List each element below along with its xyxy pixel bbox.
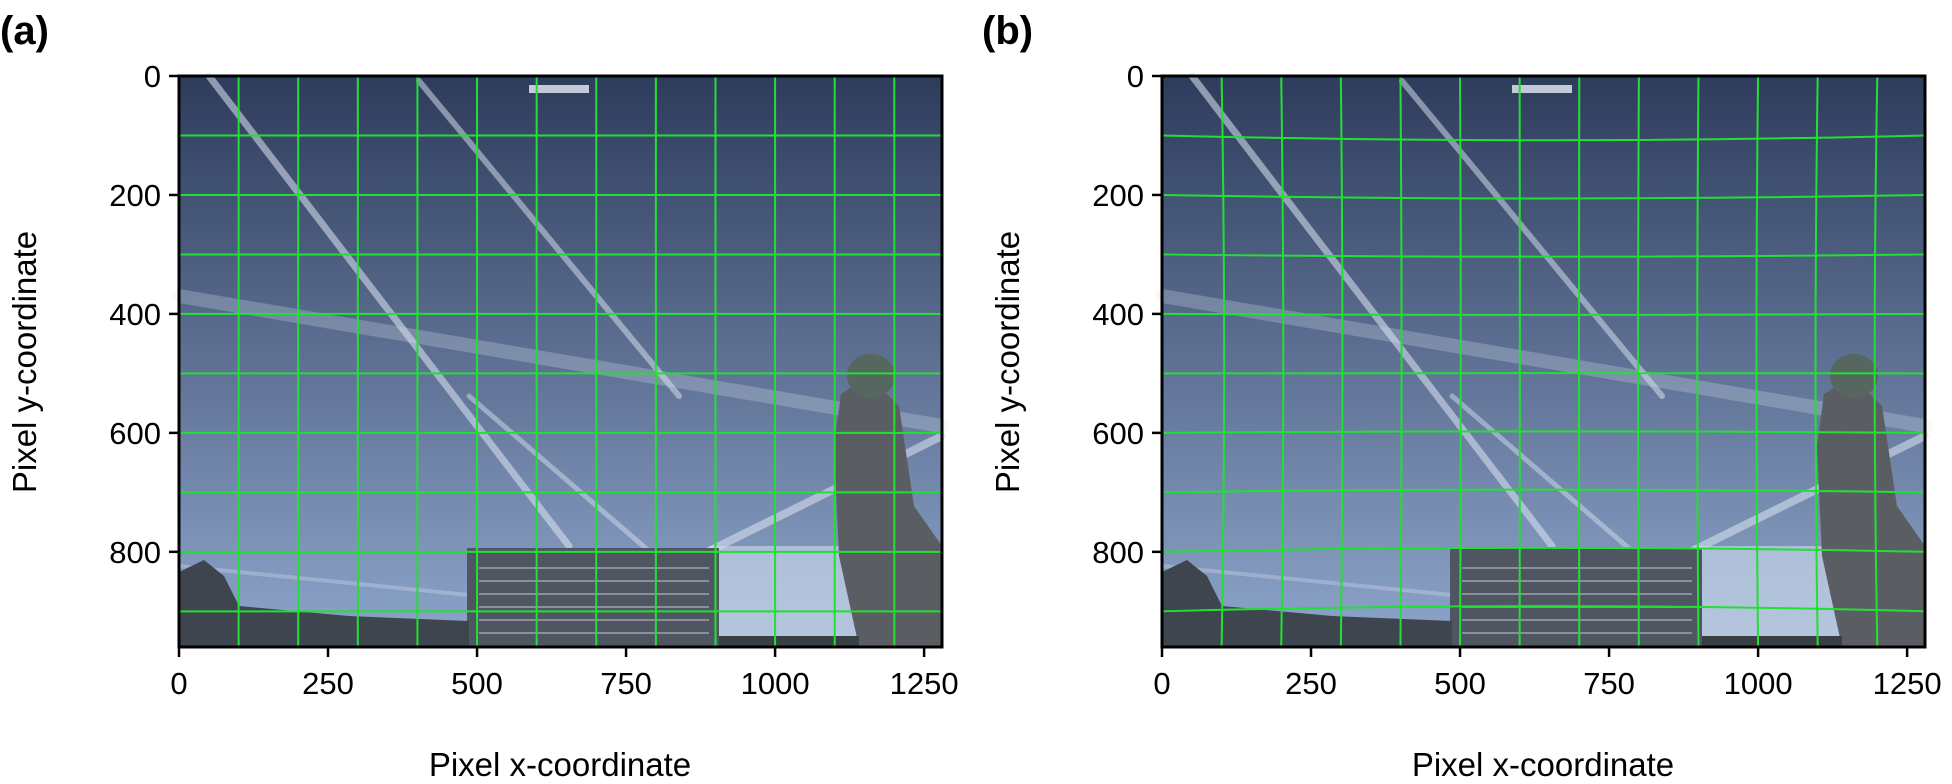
contrail (416, 78, 682, 399)
x-axis-title-a: Pixel x-coordinate (429, 746, 691, 783)
grid-line-horizontal (1161, 253, 1926, 258)
photo-b (1155, 72, 1932, 647)
tower (834, 376, 942, 647)
plot-frame-a (177, 74, 944, 649)
street (1702, 636, 1842, 647)
panel-label-a: (a) (0, 9, 49, 53)
panel-a: (a) 0 250 500 750 1000 1250 0 200 400 600 800 Pix… (0, 9, 959, 783)
grid-line-vertical (1459, 75, 1462, 648)
plot-frame-b (1160, 74, 1927, 649)
tower (1817, 376, 1925, 647)
grid-line-horizontal (1161, 134, 1926, 142)
y-tick-label: 200 (1092, 178, 1144, 213)
y-ticks-b: 0 200 400 600 800 (1092, 59, 1162, 570)
x-tick-label: 750 (600, 666, 652, 701)
office-building (1450, 548, 1702, 647)
grid-line-vertical (1873, 75, 1879, 648)
grid-line-horizontal (1161, 193, 1926, 200)
green-grid-overlay-a (179, 76, 942, 647)
photo-a (172, 72, 949, 647)
x-tick-label: 1000 (741, 666, 810, 701)
grid-line-vertical (1814, 75, 1819, 648)
x-ticks-b: 0 250 500 750 1000 1250 (1153, 647, 1942, 701)
y-tick-label: 800 (109, 535, 161, 570)
x-ticks-a: 0 250 500 750 1000 1250 (170, 647, 959, 701)
green-grid-overlay-b (1161, 75, 1926, 648)
grid-line-vertical (1637, 75, 1640, 648)
street (719, 636, 859, 647)
tower-dome (1830, 354, 1878, 398)
x-tick-label: 250 (1285, 666, 1337, 701)
contrail (205, 72, 573, 550)
bright-sky (709, 546, 859, 641)
rooftops (1162, 560, 1452, 647)
timestamp-strip (1512, 85, 1572, 93)
y-tick-label: 400 (109, 297, 161, 332)
grid-line-vertical (1220, 75, 1226, 648)
contrail (177, 564, 481, 598)
y-tick-label: 400 (1092, 297, 1144, 332)
grid-line-vertical (1339, 75, 1344, 648)
grid-line-vertical (1280, 75, 1285, 648)
y-axis-title-a: Pixel y-coordinate (6, 231, 43, 493)
x-tick-label: 1250 (1873, 666, 1942, 701)
grid-line-horizontal (1161, 605, 1926, 613)
y-axis-title-b: Pixel y-coordinate (989, 231, 1026, 493)
y-tick-label: 0 (144, 59, 161, 94)
panel-label-b: (b) (982, 9, 1033, 53)
x-tick-label: 1000 (1724, 666, 1793, 701)
office-building (467, 548, 719, 647)
contrail (172, 289, 949, 433)
grid-line-horizontal (1161, 546, 1926, 553)
contrail (1160, 564, 1464, 598)
tower-dome (847, 354, 895, 398)
contrail (1449, 393, 1635, 554)
rooftops (179, 560, 469, 647)
y-tick-label: 200 (109, 178, 161, 213)
y-ticks-a: 0 200 400 600 800 (109, 59, 179, 570)
grid-line-horizontal (1161, 430, 1926, 434)
grid-line-vertical (1696, 75, 1700, 648)
contrail (1399, 78, 1665, 399)
timestamp-strip (529, 85, 589, 93)
x-tick-label: 500 (1434, 666, 1486, 701)
x-tick-label: 750 (1583, 666, 1635, 701)
grid-line-vertical (1755, 75, 1760, 648)
x-tick-label: 0 (170, 666, 187, 701)
grid-line-horizontal (1161, 488, 1926, 494)
grid-line-horizontal (1161, 312, 1926, 316)
panel-b: (b) 0 250 500 750 1000 1250 0 200 400 600 800 Pix… (982, 9, 1942, 783)
y-tick-label: 800 (1092, 535, 1144, 570)
contrail (466, 393, 652, 554)
x-tick-label: 0 (1153, 666, 1170, 701)
contrail (1155, 289, 1932, 433)
bright-sky (1692, 546, 1842, 641)
contrail (1188, 72, 1556, 550)
x-tick-label: 250 (302, 666, 354, 701)
y-tick-label: 0 (1127, 59, 1144, 94)
x-tick-label: 1250 (890, 666, 959, 701)
y-tick-label: 600 (1092, 416, 1144, 451)
x-tick-label: 500 (451, 666, 503, 701)
y-tick-label: 600 (109, 416, 161, 451)
x-axis-title-b: Pixel x-coordinate (1412, 746, 1674, 783)
grid-line-vertical (1399, 75, 1403, 648)
